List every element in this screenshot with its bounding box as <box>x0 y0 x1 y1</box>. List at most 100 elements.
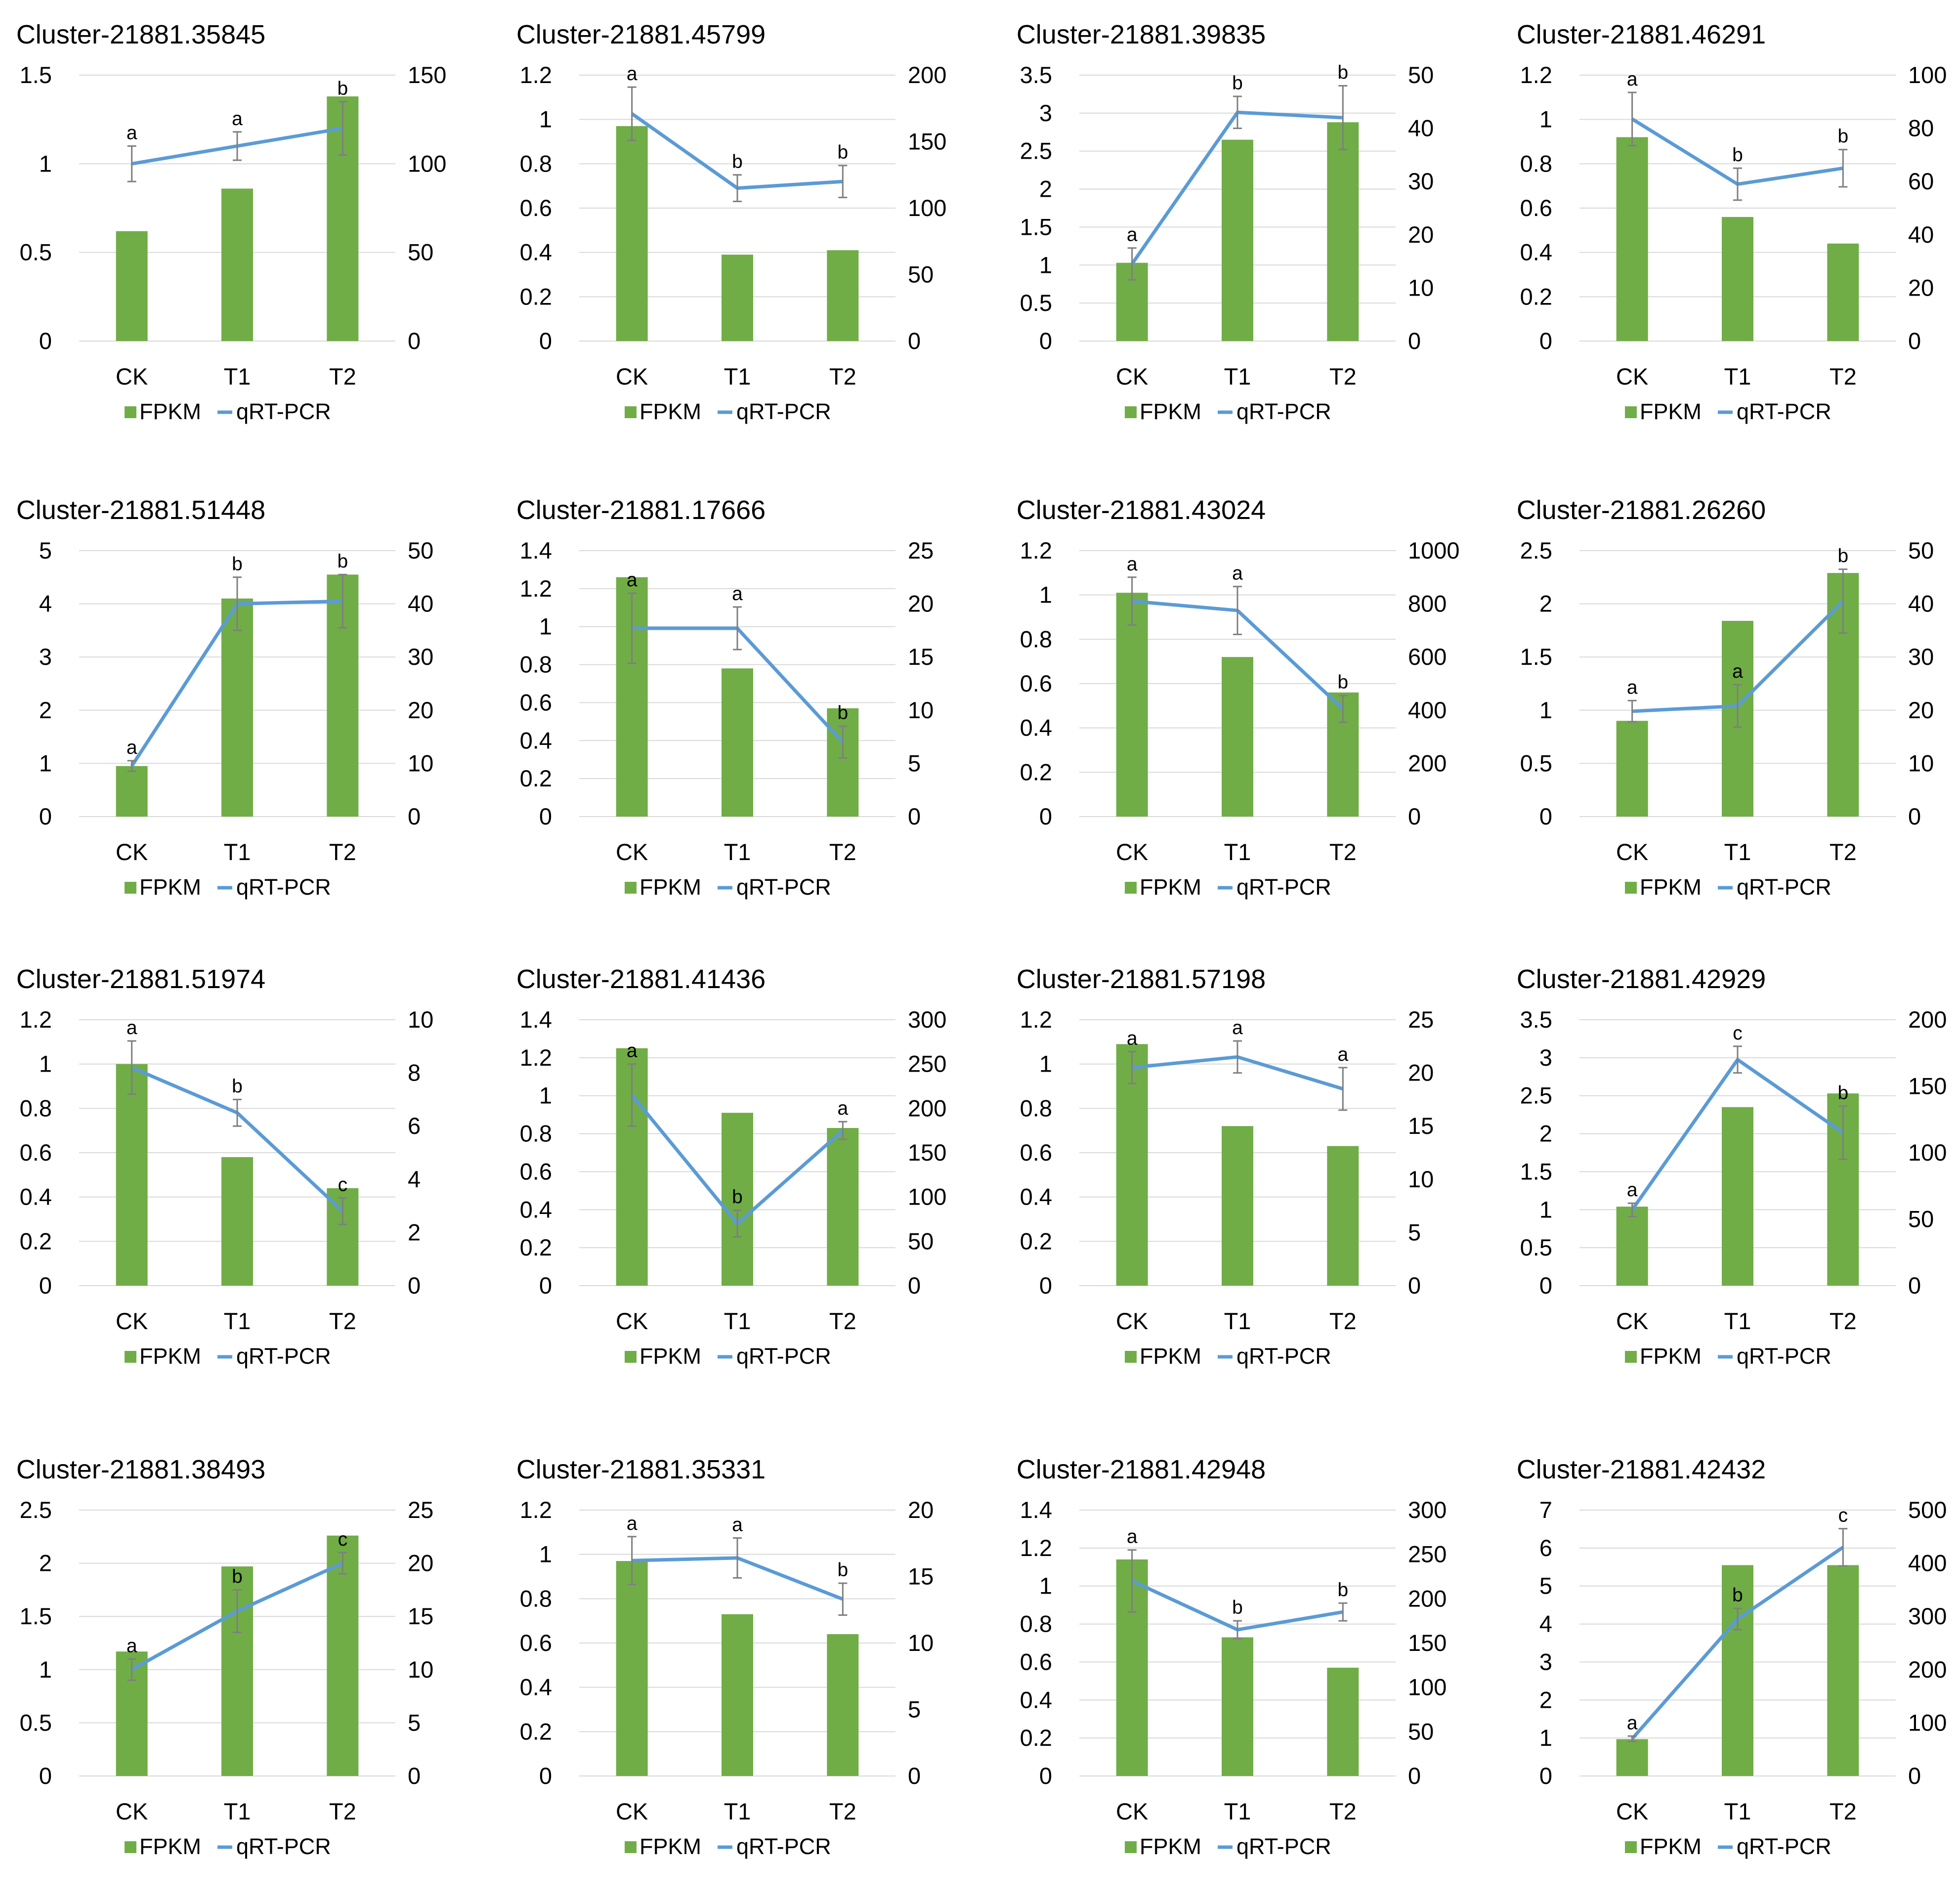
right-axis-tick-label: 0 <box>408 803 421 829</box>
legend-fpkm-label: FPKM <box>639 399 701 424</box>
category-label: CK <box>1116 839 1148 865</box>
fpkm-bar <box>827 1128 859 1286</box>
right-axis-tick-label: 250 <box>908 1051 946 1077</box>
left-axis-tick-label: 1 <box>39 1656 52 1683</box>
significance-label: a <box>127 122 137 143</box>
right-axis-tick-label: 800 <box>1408 591 1447 617</box>
right-axis-tick-label: 5 <box>408 1709 421 1735</box>
right-axis-tick-label: 20 <box>1908 274 1934 301</box>
right-axis-tick-label: 300 <box>908 1006 946 1033</box>
legend-fpkm-label: FPKM <box>1140 1343 1201 1369</box>
category-label: T2 <box>829 839 856 865</box>
right-axis-tick-label: 4 <box>408 1166 421 1192</box>
left-axis-tick-label: 0.2 <box>1020 1725 1052 1751</box>
significance-label: a <box>1732 661 1743 682</box>
left-axis-tick-label: 1.2 <box>520 1497 552 1523</box>
category-label: T2 <box>1830 839 1857 865</box>
category-label: T1 <box>724 1798 751 1824</box>
chart-svg: Cluster-21881.41436 0 0.2 0.4 0.6 0.8 1 1.2 1.4 0… <box>516 964 947 1369</box>
left-axis-tick-label: 1.5 <box>20 1603 52 1629</box>
right-axis-tick-label: 50 <box>1408 62 1434 88</box>
significance-label: a <box>1627 1712 1638 1733</box>
right-axis-tick-label: 0 <box>1408 1763 1421 1789</box>
chart-panel: Cluster-21881.35845 0 0.5 1 1.5 0 50 100 150 a a b C… <box>0 0 489 469</box>
legend-bar-swatch <box>125 1351 136 1363</box>
right-axis-tick-label: 30 <box>1908 644 1934 670</box>
left-axis-tick-label: 0.4 <box>520 239 552 265</box>
right-axis-tick-label: 15 <box>408 1603 433 1629</box>
chart-panel: Cluster-21881.45799 0 0.2 0.4 0.6 0.8 1 1.2 0 50 1… <box>500 0 989 469</box>
category-label: T2 <box>1329 1798 1357 1824</box>
chart-panel: Cluster-21881.42929 0 0.5 1 1.5 2 2.5 3 3.5 0 50 10… <box>1500 945 1958 1414</box>
chart-title: Cluster-21881.41436 <box>516 964 766 994</box>
left-axis-tick-label: 3 <box>1539 1044 1552 1071</box>
right-axis-tick-label: 50 <box>408 537 433 563</box>
chart-panel: Cluster-21881.43024 0 0.2 0.4 0.6 0.8 1 1.2 0 200… <box>1000 476 1490 945</box>
fpkm-bar <box>722 1614 753 1776</box>
left-axis-tick-label: 0.8 <box>1020 1095 1052 1121</box>
right-axis-tick-label: 20 <box>408 1550 433 1576</box>
legend-qrtpcr-label: qRT-PCR <box>1737 874 1831 900</box>
fpkm-bar <box>1222 139 1253 341</box>
fpkm-bar <box>827 708 859 817</box>
right-axis-tick-label: 0 <box>1408 1272 1421 1298</box>
legend-fpkm-label: FPKM <box>139 874 201 900</box>
left-axis-tick-label: 0 <box>1539 328 1552 354</box>
left-axis-tick-label: 0.2 <box>1020 1228 1052 1254</box>
category-label: CK <box>616 1798 648 1824</box>
left-axis-tick-label: 0.8 <box>1020 626 1052 652</box>
significance-label: a <box>127 1635 137 1656</box>
significance-label: a <box>232 108 243 130</box>
significance-label: b <box>1837 126 1848 147</box>
fpkm-bar <box>722 255 753 341</box>
right-axis-tick-label: 6 <box>408 1113 421 1139</box>
legend-fpkm-label: FPKM <box>139 399 201 424</box>
category-label: T1 <box>1224 839 1251 865</box>
right-axis-tick-label: 20 <box>1908 697 1934 723</box>
left-axis-tick-label: 0.4 <box>1020 715 1052 741</box>
right-axis-tick-label: 200 <box>1408 750 1447 776</box>
right-axis-tick-label: 0 <box>1408 328 1421 354</box>
significance-label: a <box>627 63 638 85</box>
category-label: CK <box>116 363 148 389</box>
fpkm-bar <box>327 1535 359 1776</box>
fpkm-bar <box>1327 1667 1359 1776</box>
right-axis-tick-label: 10 <box>408 750 433 776</box>
left-axis-tick-label: 0.6 <box>520 1630 552 1656</box>
right-axis-tick-label: 100 <box>1908 1709 1947 1735</box>
left-axis-tick-label: 1.2 <box>1520 62 1552 88</box>
chart-title: Cluster-21881.42929 <box>1517 964 1766 994</box>
right-axis-tick-label: 200 <box>908 1095 946 1121</box>
chart-title: Cluster-21881.17666 <box>516 495 766 525</box>
fpkm-bar <box>1616 721 1648 817</box>
category-label: CK <box>616 1308 648 1334</box>
fpkm-bar <box>1222 657 1253 817</box>
right-axis-tick-label: 20 <box>408 697 433 723</box>
chart-title: Cluster-21881.39835 <box>1017 20 1266 49</box>
significance-label: a <box>1627 69 1638 90</box>
legend-fpkm-label: FPKM <box>1140 874 1201 900</box>
left-axis-tick-label: 1.2 <box>520 575 552 602</box>
right-axis-tick-label: 40 <box>1908 591 1934 617</box>
category-label: CK <box>116 839 148 865</box>
chart-title: Cluster-21881.51448 <box>16 495 265 525</box>
left-axis-tick-label: 4 <box>1539 1611 1552 1637</box>
significance-label: b <box>1337 1579 1348 1601</box>
right-axis-tick-label: 10 <box>1908 750 1934 776</box>
category-label: T2 <box>829 1308 856 1334</box>
left-axis-tick-label: 0.4 <box>1020 1687 1052 1713</box>
left-axis-tick-label: 3 <box>1539 1648 1552 1675</box>
left-axis-tick-label: 1 <box>539 1082 552 1109</box>
chart-panel: Cluster-21881.26260 0 0.5 1 1.5 2 2.5 0 10 20 30 40… <box>1500 476 1958 945</box>
right-axis-tick-label: 150 <box>908 1139 946 1166</box>
legend-qrtpcr-label: qRT-PCR <box>736 874 831 900</box>
category-label: T1 <box>1724 363 1751 389</box>
right-axis-tick-label: 50 <box>408 239 433 265</box>
significance-label: a <box>732 1514 743 1535</box>
left-axis-tick-label: 0.8 <box>520 1585 552 1611</box>
legend-bar-swatch <box>1125 406 1137 418</box>
significance-label: b <box>1837 546 1848 567</box>
category-label: CK <box>116 1308 148 1334</box>
left-axis-tick-label: 0 <box>39 803 52 829</box>
legend-bar-swatch <box>1125 1351 1137 1363</box>
